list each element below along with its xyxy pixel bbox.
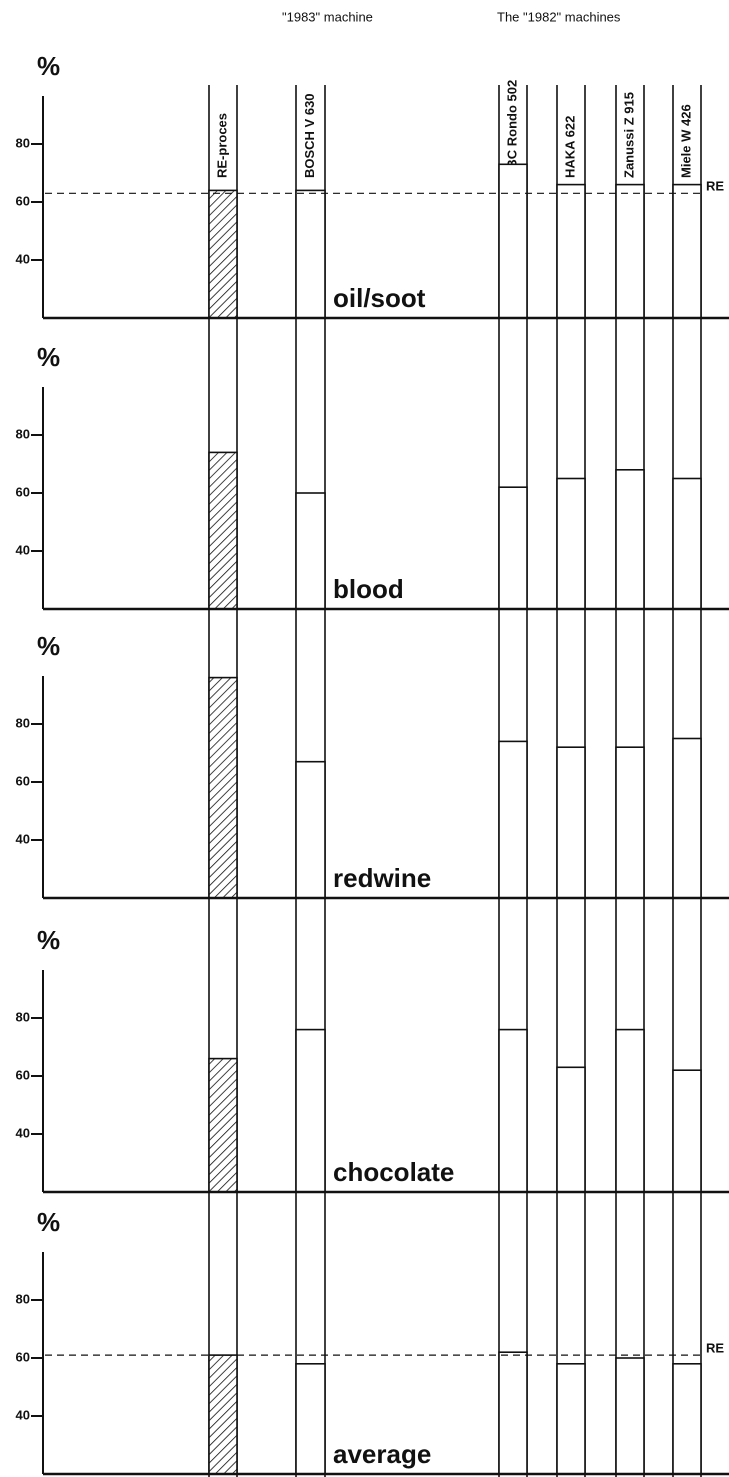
bar	[672, 1069, 702, 1193]
y-axis-label: %	[37, 925, 60, 955]
panel-title: blood	[333, 574, 404, 604]
panel-title: average	[333, 1439, 431, 1469]
y-tick-label: 60	[16, 1067, 30, 1082]
y-axis-label: %	[37, 51, 60, 81]
bar	[208, 1057, 238, 1193]
category-label: BBC Rondo 502	[504, 80, 519, 178]
bar	[615, 183, 645, 319]
y-tick-label: 60	[16, 1349, 30, 1364]
category-label: Miele W 426	[678, 104, 693, 178]
bar	[672, 737, 702, 899]
bar	[208, 676, 238, 899]
panel-title: oil/soot	[333, 283, 426, 313]
bar	[498, 740, 528, 899]
bar	[208, 189, 238, 319]
y-axis-label: %	[37, 1207, 60, 1237]
panel-title: chocolate	[333, 1157, 454, 1187]
y-tick-label: 40	[16, 1407, 30, 1422]
bar	[295, 760, 326, 899]
category-label: BOSCH V 630	[302, 93, 317, 178]
bar	[498, 1028, 528, 1193]
y-tick-label: 60	[16, 484, 30, 499]
panel-title: redwine	[333, 863, 431, 893]
bar	[672, 1363, 702, 1475]
bar	[672, 183, 702, 319]
y-tick-label: 60	[16, 773, 30, 788]
bar	[556, 477, 586, 610]
bar	[295, 492, 326, 610]
reference-label: RE	[706, 1341, 724, 1356]
bar	[498, 163, 528, 319]
y-tick-label: 80	[16, 1009, 30, 1024]
bar	[615, 746, 645, 899]
group-header: The "1982" machines	[497, 9, 621, 24]
y-tick-label: 40	[16, 831, 30, 846]
bar	[208, 451, 238, 610]
bar	[672, 477, 702, 610]
bar	[208, 1354, 238, 1475]
y-tick-label: 40	[16, 542, 30, 557]
bar	[556, 746, 586, 899]
category-label: RE-proces	[214, 113, 229, 178]
y-tick-label: 60	[16, 193, 30, 208]
reference-label: RE	[706, 179, 724, 194]
y-tick-label: 40	[16, 1125, 30, 1140]
bar	[295, 1028, 326, 1193]
bar	[295, 189, 326, 319]
y-tick-label: 80	[16, 135, 30, 150]
bar	[615, 1028, 645, 1193]
y-tick-label: 40	[16, 251, 30, 266]
bar	[556, 1363, 586, 1475]
y-axis-label: %	[37, 342, 60, 372]
bar	[615, 468, 645, 610]
bar	[556, 1066, 586, 1193]
bar	[556, 183, 586, 319]
category-label: Zanussi Z 915	[621, 92, 636, 178]
category-label: HAKA 622	[562, 116, 577, 178]
bar	[498, 486, 528, 610]
y-tick-label: 80	[16, 715, 30, 730]
bar	[295, 1363, 326, 1475]
group-header: "1983" machine	[282, 9, 373, 24]
bar	[615, 1357, 645, 1475]
y-axis-label: %	[37, 631, 60, 661]
y-tick-label: 80	[16, 426, 30, 441]
bar	[498, 1351, 528, 1475]
y-tick-label: 80	[16, 1291, 30, 1306]
